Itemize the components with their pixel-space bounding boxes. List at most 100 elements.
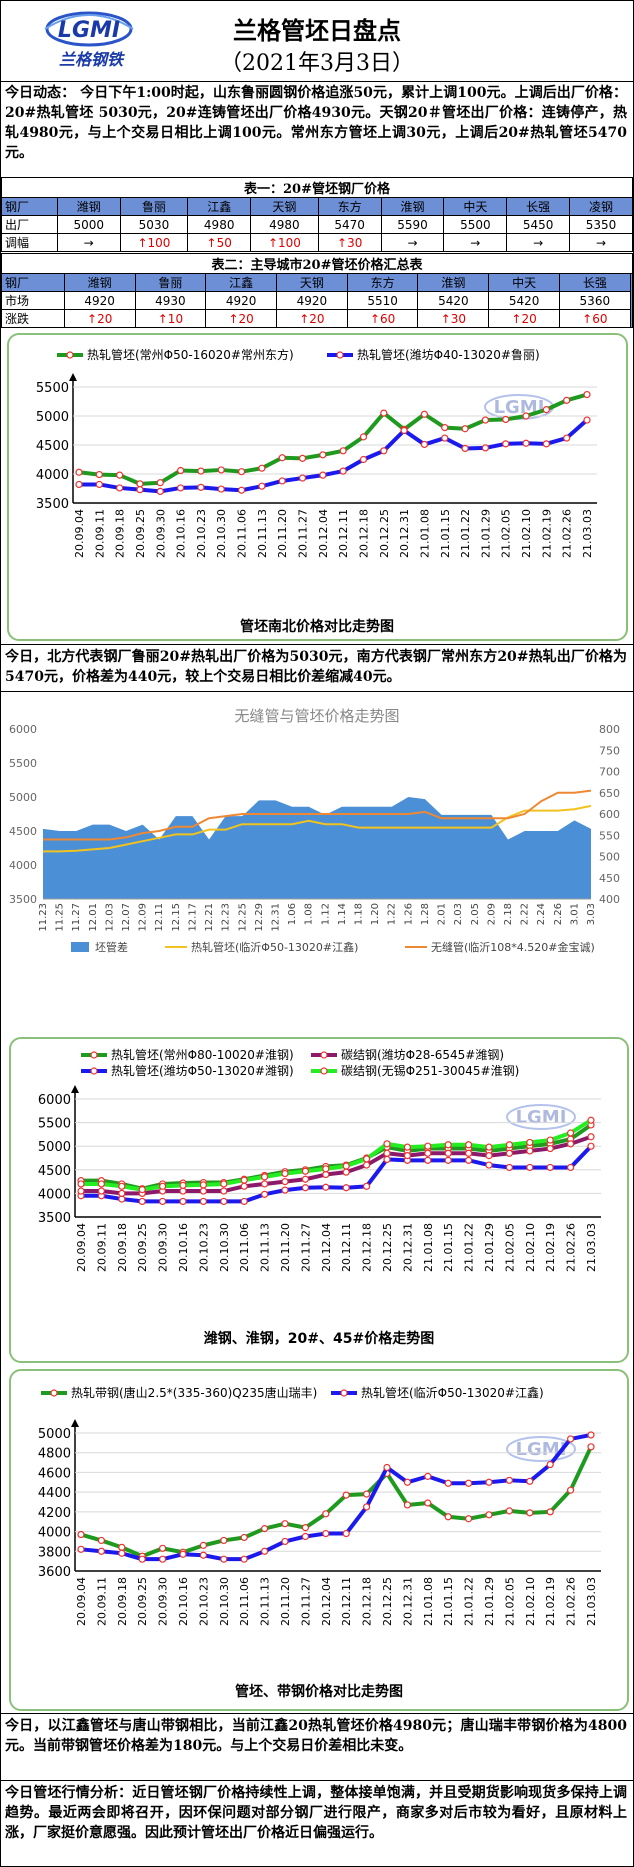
y-tick-label: 4800 <box>38 1447 71 1462</box>
watermark-ring <box>506 1104 576 1130</box>
data-point <box>199 1197 207 1206</box>
data-point <box>403 1478 411 1486</box>
table-cell: 市场 <box>1 291 65 310</box>
x-tick-label: 20.10.30 <box>215 509 228 558</box>
data-point <box>342 1184 350 1192</box>
data-point <box>261 1173 269 1181</box>
x-tick-label: 2.22 <box>520 903 531 925</box>
x-tick-label: 20.12.04 <box>320 1223 333 1272</box>
table-cell: 5470 <box>317 215 382 234</box>
data-point <box>342 1168 350 1176</box>
x-tick-label: 21.01.29 <box>483 1577 496 1626</box>
x-tick-label: 21.02.10 <box>520 509 533 558</box>
data-point <box>281 1169 289 1178</box>
svg-text:LGMI: LGMI <box>58 18 120 43</box>
y-left-tick-label: 5500 <box>9 757 37 770</box>
table-cell: 5510 <box>346 291 419 310</box>
x-tick-label: 2.03 <box>453 903 464 925</box>
y-right-tick-label: 750 <box>599 744 620 757</box>
x-tick-label: 20.11.27 <box>299 1223 312 1272</box>
legend-marker <box>90 1067 98 1075</box>
x-tick-label: 20.10.23 <box>197 1223 210 1272</box>
data-point <box>298 454 307 462</box>
data-point <box>587 1116 595 1124</box>
data-point <box>118 1189 126 1197</box>
data-point <box>75 468 83 476</box>
table-header-cell: 长强 <box>558 273 631 292</box>
table-header-cell: 鲁丽 <box>119 197 189 216</box>
table-filler-cell <box>629 273 634 328</box>
x-tick-label: 20.12.25 <box>381 1223 394 1272</box>
y-tick-label: 6000 <box>38 1093 71 1108</box>
x-tick-label: 11.23 <box>38 903 49 932</box>
data-point <box>220 1555 228 1563</box>
x-tick-label: 1.26 <box>403 903 414 925</box>
data-point <box>77 1545 85 1553</box>
data-point <box>441 423 449 432</box>
series-line <box>79 418 589 494</box>
legend-label: 热轧管坯(潍坊Φ40-13020#鲁丽) <box>357 347 540 362</box>
data-point <box>444 1479 452 1487</box>
x-tick-label: 12.03 <box>104 903 115 932</box>
data-point <box>342 1491 350 1499</box>
data-point <box>97 1536 106 1545</box>
data-point <box>526 1147 534 1155</box>
x-tick-label: 20.09.11 <box>95 1223 108 1272</box>
x-tick-label: 21.01.22 <box>463 1223 476 1272</box>
x-tick-label: 20.09.18 <box>116 1577 129 1626</box>
data-point <box>587 1142 595 1150</box>
data-point <box>197 467 205 475</box>
table-cell: 4920 <box>276 291 348 310</box>
data-point <box>359 455 368 464</box>
report-header: LGMI 兰格钢铁 兰格管坯日盘点 （2021年3月3日） <box>1 1 633 82</box>
data-point <box>583 390 591 399</box>
table-header-cell: 钢厂 <box>1 273 65 292</box>
data-point <box>505 1141 513 1149</box>
x-tick-label: 20.11.06 <box>236 509 249 558</box>
y-tick-label: 5500 <box>38 1117 71 1132</box>
y-right-tick-label: 700 <box>599 766 620 779</box>
x-tick-label: 20.09.25 <box>134 509 147 558</box>
x-tick-label: 20.12.11 <box>337 509 350 558</box>
x-tick-label: 21.02.10 <box>524 1223 537 1272</box>
table-row: 出厂 5000 5030 4980 4980 5470 5590 5500 5450 5350 <box>1 215 633 234</box>
table-cell: 4920 <box>205 291 278 310</box>
data-point <box>424 1142 432 1150</box>
data-point <box>159 1197 167 1206</box>
x-tick-label: 3.03 <box>586 903 597 925</box>
billet-strip-chart: 热轧带钢(唐山2.5*(335-360)Q235唐山瑞丰) 热轧管坯(临沂Φ50-… <box>38 1385 601 1700</box>
table-row: 调幅 → ↑100 ↑50 ↑100 ↑30 → → → → <box>1 233 633 252</box>
x-tick-label: 20.11.20 <box>279 1577 292 1626</box>
legend-label: 坯管差 <box>95 940 128 954</box>
table-header-cell: 淮钢 <box>380 197 445 216</box>
data-point <box>301 1167 309 1175</box>
data-point <box>363 1155 371 1163</box>
x-tick-label: 1.22 <box>387 903 398 925</box>
data-point <box>363 1503 371 1511</box>
table-cell: 4930 <box>134 291 207 310</box>
data-point <box>485 1511 493 1519</box>
table-cell: ↑20 <box>488 309 560 328</box>
data-point <box>319 451 327 459</box>
data-point <box>420 410 429 418</box>
x-tick-label: 20.10.30 <box>218 1223 231 1272</box>
data-point <box>116 484 124 492</box>
table-cell: → <box>506 233 571 252</box>
table-header-cell: 天钢 <box>250 197 319 216</box>
x-tick-label: 20.09.25 <box>136 1223 149 1272</box>
table-cell: 5350 <box>569 215 633 234</box>
table-header-cell: 中天 <box>443 197 508 216</box>
data-point <box>199 1181 207 1189</box>
x-tick-label: 21.01.15 <box>442 1577 455 1626</box>
data-point <box>465 1515 473 1523</box>
data-point <box>522 439 530 447</box>
data-point <box>485 1152 493 1160</box>
data-point <box>339 467 347 475</box>
y-tick-label: 3600 <box>38 1565 71 1580</box>
x-tick-label: 20.10.23 <box>197 1577 210 1626</box>
table-caption: 表一：20#管坯钢厂价格 <box>1 177 633 198</box>
data-point <box>424 1149 432 1157</box>
x-tick-label: 21.02.19 <box>544 1577 557 1626</box>
x-tick-label: 20.12.25 <box>381 1577 394 1626</box>
x-tick-label: 21.01.22 <box>463 1577 476 1626</box>
